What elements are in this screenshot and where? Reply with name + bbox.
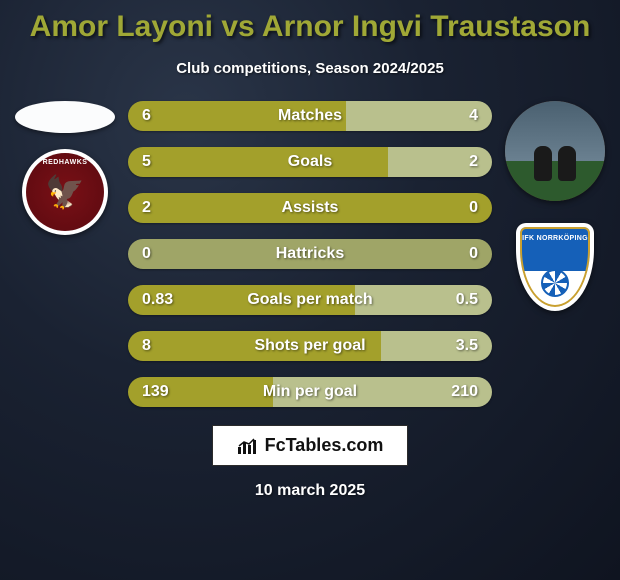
content-wrapper: Amor Layoni vs Arnor Ingvi Traustason Cl…	[0, 0, 620, 580]
club-badge-right: IFK NORRKÖPING	[505, 217, 605, 317]
stadium-people	[525, 146, 585, 181]
footer-brand: FcTables.com	[212, 425, 409, 466]
ifk-shield: IFK NORRKÖPING	[516, 223, 594, 311]
stat-value-right: 0	[469, 245, 478, 263]
player-avatar-right	[505, 101, 605, 201]
right-column: IFK NORRKÖPING	[500, 101, 610, 317]
footer-brand-text: FcTables.com	[265, 435, 384, 456]
page-title: Amor Layoni vs Arnor Ingvi Traustason	[30, 10, 591, 44]
redhawks-badge-text: REDHAWKS	[43, 159, 88, 166]
stat-label: Assists	[128, 199, 492, 217]
stat-bar: 5Goals2	[128, 147, 492, 177]
redhawks-badge-inner: REDHAWKS 🦅	[26, 153, 104, 231]
hawk-icon: 🦅	[45, 176, 85, 208]
stat-bar: 2Assists0	[128, 193, 492, 223]
stats-bars: 6Matches45Goals22Assists00Hattricks00.83…	[120, 101, 500, 407]
stat-bar: 139Min per goal210	[128, 377, 492, 407]
stat-label: Hattricks	[128, 245, 492, 263]
stat-label: Matches	[128, 107, 492, 125]
stat-label: Goals	[128, 153, 492, 171]
ifk-shield-text: IFK NORRKÖPING	[520, 235, 590, 242]
stat-value-right: 0.5	[456, 291, 478, 309]
stat-bar: 6Matches4	[128, 101, 492, 131]
subtitle: Club competitions, Season 2024/2025	[176, 60, 444, 77]
stat-bar: 0.83Goals per match0.5	[128, 285, 492, 315]
date-text: 10 march 2025	[255, 482, 365, 500]
player-avatar-left	[15, 101, 115, 133]
stat-value-right: 3.5	[456, 337, 478, 355]
ifk-ball-icon	[541, 269, 569, 297]
stat-value-right: 210	[451, 383, 478, 401]
stat-value-right: 0	[469, 199, 478, 217]
stat-bar: 0Hattricks0	[128, 239, 492, 269]
stat-label: Min per goal	[128, 383, 492, 401]
comparison-row: REDHAWKS 🦅 6Matches45Goals22Assists00Hat…	[0, 101, 620, 407]
stat-bar: 8Shots per goal3.5	[128, 331, 492, 361]
stat-value-right: 4	[469, 107, 478, 125]
stat-label: Shots per goal	[128, 337, 492, 355]
stat-value-right: 2	[469, 153, 478, 171]
bars-icon	[237, 437, 259, 455]
club-badge-left: REDHAWKS 🦅	[22, 149, 108, 235]
left-column: REDHAWKS 🦅	[10, 101, 120, 235]
stat-label: Goals per match	[128, 291, 492, 309]
